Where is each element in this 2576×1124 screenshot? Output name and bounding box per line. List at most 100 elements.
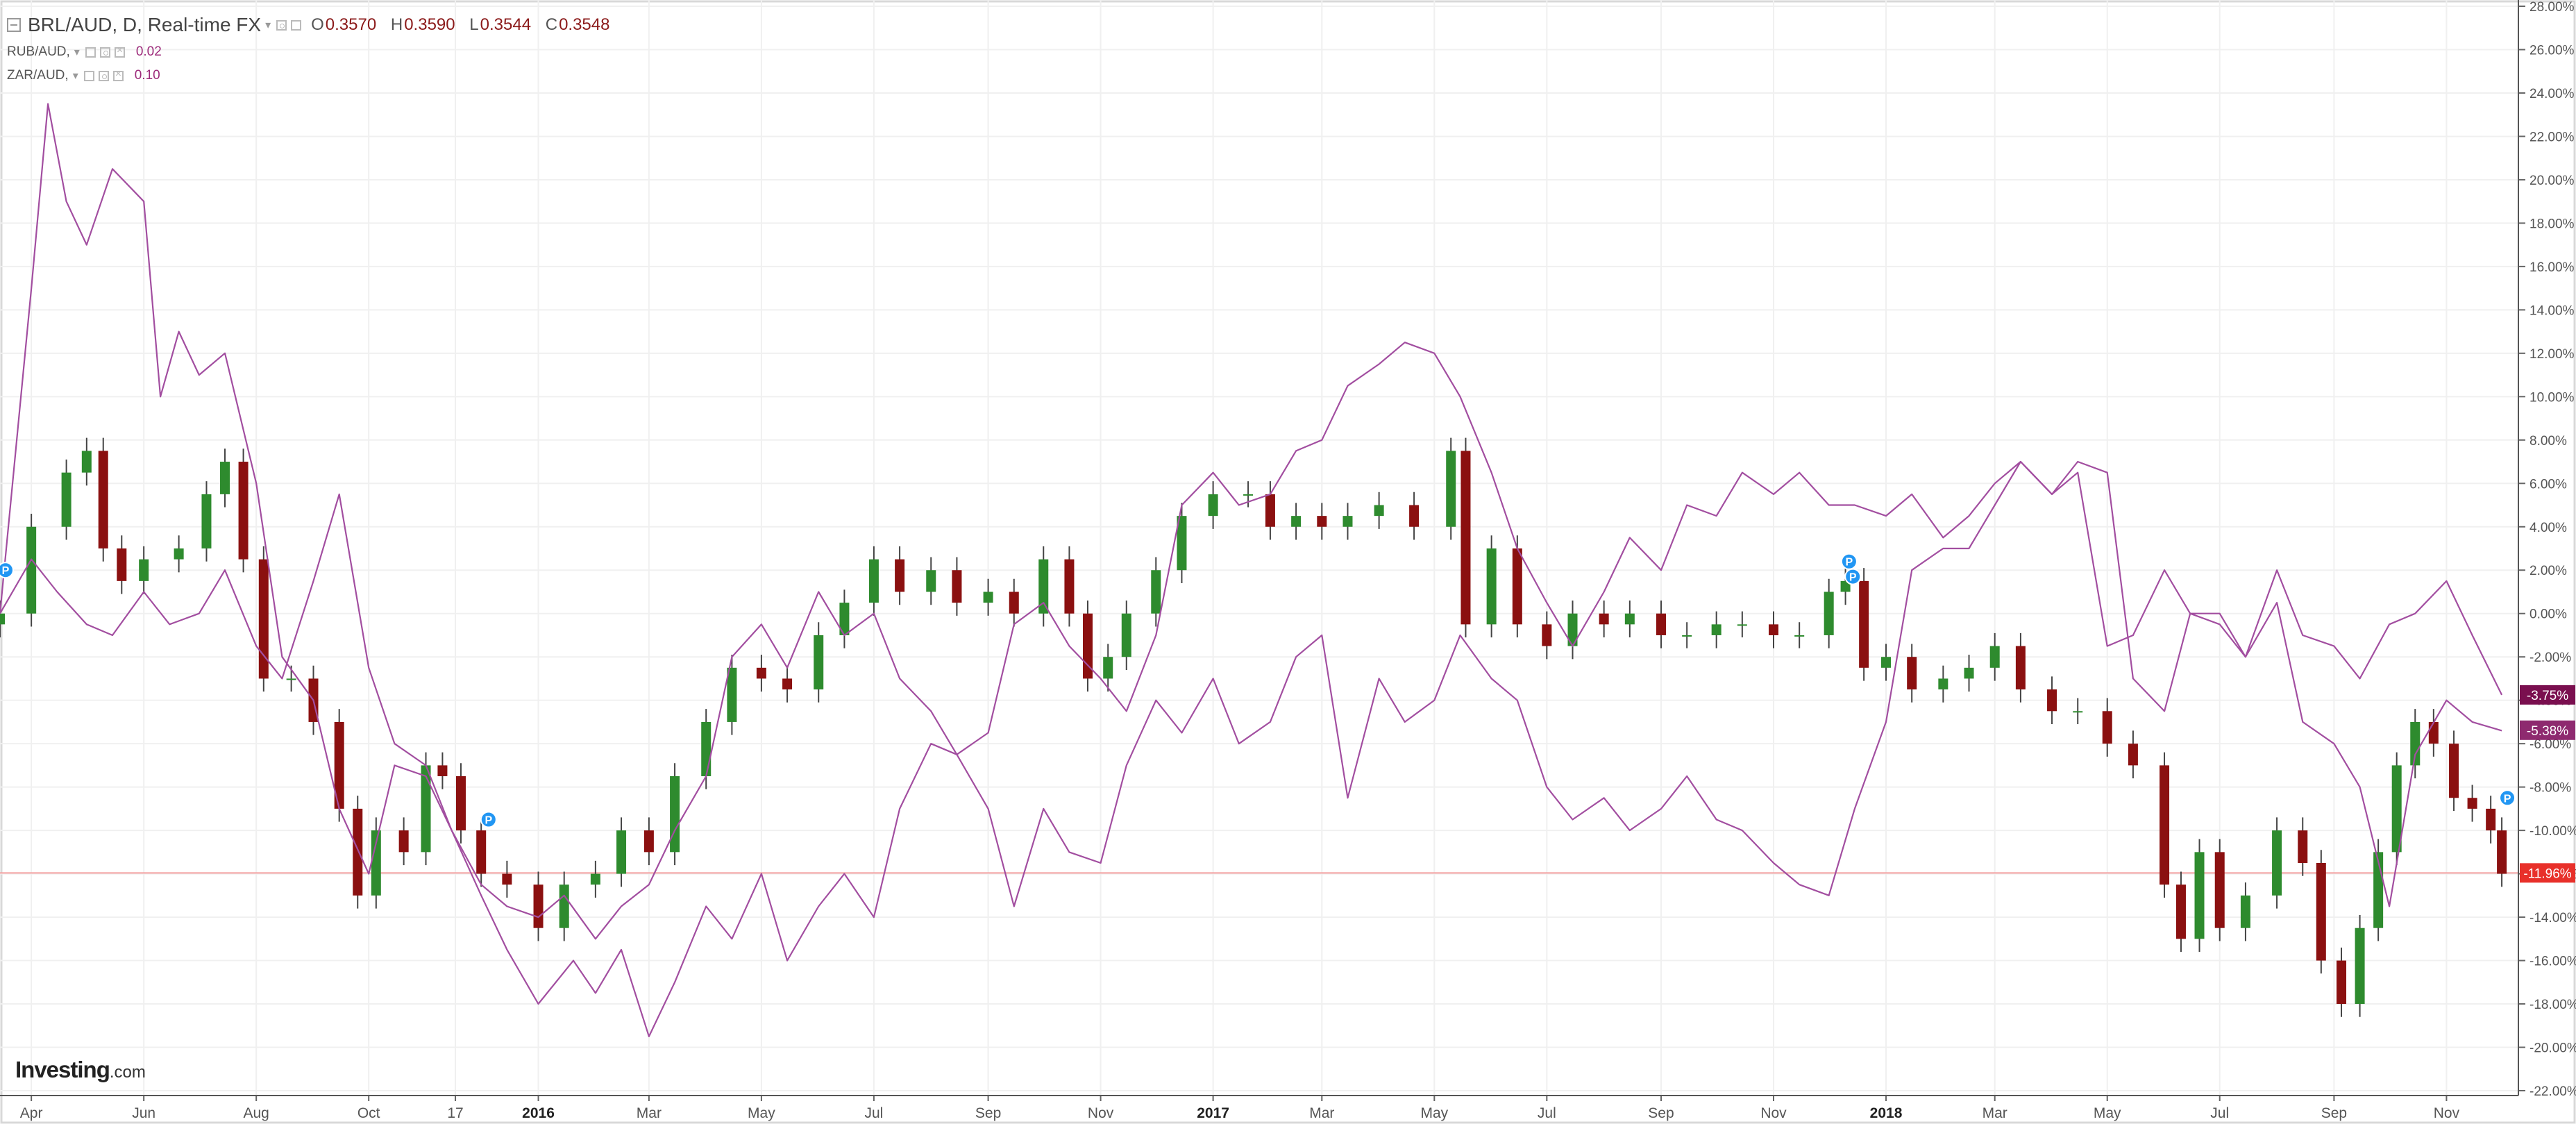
candle-body	[727, 667, 737, 722]
x-tick-label: 17	[447, 1105, 463, 1121]
compare-symbol-zar[interactable]: ZAR/AUD,	[7, 68, 69, 83]
candle-body	[701, 721, 712, 777]
candle-body	[1177, 516, 1187, 571]
candle-body	[476, 830, 487, 874]
candle-body	[2449, 744, 2459, 798]
candle-body	[1794, 635, 1805, 637]
last-value-text: -3.75%	[2527, 689, 2568, 703]
visibility-icon[interactable]	[85, 47, 96, 58]
candle-body	[220, 462, 230, 494]
x-tick-label: Nov	[1760, 1105, 1787, 1121]
candle-body	[238, 462, 249, 560]
candle-body	[670, 776, 680, 853]
candle-body	[1964, 667, 1974, 679]
y-tick-label: -14.00%	[2529, 911, 2576, 925]
visibility-icon[interactable]	[291, 19, 302, 31]
y-tick-label: 20.00%	[2529, 174, 2575, 188]
chart-legend: BRL/AUD, D, Real-time FX ▾ O0.3570 H0.35…	[7, 10, 619, 87]
candle-body	[1103, 657, 1113, 679]
x-tick-label: Jul	[1538, 1105, 1556, 1121]
candle-body	[1624, 613, 1635, 625]
x-tick-label: Nov	[2434, 1105, 2460, 1121]
legend-compare-row-zar[interactable]: ZAR/AUD, ▾ 0.10	[7, 64, 619, 87]
candle-body	[1512, 548, 1522, 625]
visibility-icon[interactable]	[83, 70, 94, 81]
candle-body	[174, 548, 184, 560]
candle-body	[1567, 613, 1578, 646]
y-tick-label: -20.00%	[2529, 1041, 2576, 1056]
candle-body	[1737, 624, 1747, 626]
series-layer	[0, 103, 2507, 1038]
candle-body	[1989, 646, 2000, 668]
candle-body	[533, 884, 544, 928]
candle-body	[1374, 505, 1384, 517]
candle-body	[1151, 570, 1161, 614]
candle-body	[1317, 516, 1327, 527]
y-tick-label: -18.00%	[2529, 998, 2576, 1012]
candle-body	[559, 884, 569, 928]
candle-body	[2194, 852, 2205, 939]
event-marker-label: P	[2, 565, 10, 577]
x-tick-label: Jul	[864, 1105, 883, 1121]
logo-suffix: .com	[109, 1063, 146, 1082]
x-tick-label: Sep	[2321, 1105, 2347, 1121]
grid	[0, 0, 2518, 1096]
candle-body	[1824, 592, 1834, 635]
close-icon[interactable]	[114, 44, 125, 58]
chevron-down-icon[interactable]: ▾	[72, 70, 78, 82]
candle-body	[643, 830, 654, 853]
main-symbol-label[interactable]: BRL/AUD, D, Real-time FX	[28, 14, 262, 35]
event-marker-label: P	[1849, 572, 1857, 584]
x-tick-label: Jun	[132, 1105, 155, 1121]
candle-body	[1682, 635, 1692, 637]
candle-body	[1409, 505, 1420, 527]
close-icon[interactable]	[112, 68, 124, 81]
series-line-rub-aud	[0, 103, 2502, 1038]
x-tick-label: Sep	[975, 1105, 1001, 1121]
candle-body	[1121, 613, 1131, 657]
ohlc-values: O0.3570 H0.3590 L0.3544 C0.3548	[311, 15, 619, 35]
x-tick-label: Sep	[1648, 1105, 1674, 1121]
candle-body	[2467, 798, 2477, 809]
collapse-legend-icon[interactable]	[7, 18, 21, 32]
legend-main-row[interactable]: BRL/AUD, D, Real-time FX ▾ O0.3570 H0.35…	[7, 10, 619, 40]
candle-body	[1840, 580, 1851, 592]
y-tick-label: 26.00%	[2529, 43, 2575, 58]
candle-body	[1038, 559, 1049, 614]
candle-body	[1064, 559, 1075, 614]
close-key: C	[545, 15, 558, 34]
candle-body	[61, 472, 71, 527]
settings-icon[interactable]	[276, 19, 287, 31]
x-tick-label: Aug	[243, 1105, 269, 1121]
legend-compare-row-rub[interactable]: RUB/AUD, ▾ 0.02	[7, 40, 619, 64]
x-tick-label: Oct	[357, 1105, 380, 1121]
candle-body	[2272, 830, 2282, 896]
open-key: O	[311, 15, 324, 34]
open-value: 0.3570	[325, 15, 377, 34]
event-marker-label: P	[1846, 557, 1853, 569]
x-tick-label: May	[748, 1105, 775, 1121]
compare-symbol-rub[interactable]: RUB/AUD,	[7, 44, 70, 59]
candle-body	[839, 603, 850, 635]
y-tick-label: 6.00%	[2529, 477, 2567, 492]
candle-body	[502, 873, 512, 885]
candle-body	[1243, 494, 1254, 496]
candle-body	[1009, 592, 1019, 614]
y-tick-label: -16.00%	[2529, 955, 2576, 969]
last-value-badge	[2520, 720, 2575, 740]
low-value: 0.3544	[480, 15, 532, 34]
x-tick-label: Jul	[2210, 1105, 2229, 1121]
candle-body	[814, 635, 824, 690]
chevron-down-icon[interactable]: ▾	[265, 19, 271, 31]
settings-icon[interactable]	[98, 70, 109, 81]
chevron-down-icon[interactable]: ▾	[74, 47, 80, 58]
candle-body	[421, 765, 431, 853]
y-tick-label: -2.00%	[2529, 651, 2571, 665]
settings-icon[interactable]	[99, 47, 110, 58]
x-tick-label: Nov	[1088, 1105, 1114, 1121]
last-value-badge	[2520, 685, 2575, 705]
logo-brand: Investing	[15, 1057, 110, 1082]
y-tick-label: 18.00%	[2529, 217, 2575, 231]
candle-body	[81, 451, 92, 473]
